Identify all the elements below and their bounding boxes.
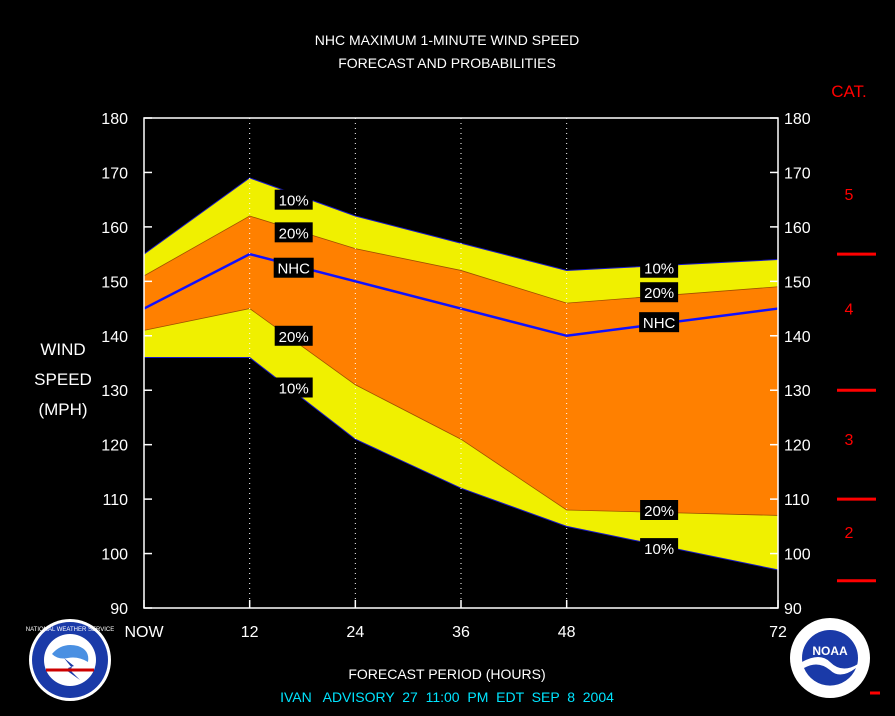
band-label-box [273,257,314,278]
y-tick-label-left: 120 [101,438,128,455]
band-label-box [274,325,313,346]
band-label: 20% [644,285,674,302]
y-axis-label-line2: SPEED [34,370,92,389]
y-tick-label-left: 180 [101,111,128,128]
y-tick-label-right: 170 [784,165,811,182]
band-label-box [640,282,679,303]
band-label: 10% [279,193,309,210]
nws-logo: NATIONAL WEATHER SERVICE [26,619,114,701]
x-tick-label: 48 [558,624,576,641]
x-tick-label: NOW [124,624,164,641]
y-tick-label-right: 150 [784,274,811,291]
y-axis-label-line1: WIND [40,340,85,359]
band-label-box [640,500,679,520]
upper-20-percent-line [143,215,779,304]
band-label: 20% [279,225,309,242]
x-tick-label: 12 [241,624,259,641]
y-tick-label-left: 160 [101,220,128,237]
y-tick-label-right: 100 [784,547,811,564]
band-label-box [274,377,313,398]
band-label: 20% [279,329,309,346]
category-label: 3 [845,432,854,449]
band-label: 10% [644,261,674,278]
x-axis-label: FORECAST PERIOD (HOURS) [348,666,545,682]
band-label-box [640,538,679,559]
band-label-box [274,222,313,243]
band-label: NHC [277,261,310,278]
nws-logo-text: NATIONAL WEATHER SERVICE [26,627,114,633]
y-tick-label-right: 90 [784,601,802,618]
category-label: 2 [845,525,854,542]
y-tick-label-left: 140 [101,329,128,346]
band-label: 20% [644,503,674,520]
y-tick-label-right: 140 [784,329,811,346]
upper-10-percent-line [143,177,779,271]
y-tick-label-right: 180 [784,111,811,128]
y-tick-label-left: 170 [101,165,128,182]
nhc-forecast-line [143,252,779,338]
y-tick-label-right: 110 [784,492,810,509]
y-tick-label-left: 110 [102,492,128,509]
y-tick-label-right: 160 [784,220,811,237]
y-tick-label-left: 100 [101,547,128,564]
band-label: 10% [279,381,309,398]
x-tick-label: 72 [769,624,787,641]
y-tick-label-left: 130 [101,383,128,400]
advisory-line: IVAN ADVISORY 27 11:00 PM EDT SEP 8 2004 [280,689,614,705]
lower-10-percent-line [144,357,779,571]
band-label-box [639,312,680,333]
noaa-logo-text: NOAA [812,644,848,658]
category-label: 4 [845,302,854,319]
lower-20-percent-line [143,308,779,516]
y-axis-label-line3: (MPH) [38,400,87,419]
x-tick-label: 36 [452,624,470,641]
category-header: CAT. [831,82,867,101]
chart-title-line1: NHC MAXIMUM 1-MINUTE WIND SPEED [315,32,579,48]
band-label-box [274,189,313,210]
y-tick-label-left: 90 [110,601,128,618]
noaa-logo: NOAA [790,618,870,698]
band-label-box [640,257,679,278]
band-20-percent [144,216,778,516]
category-label: 5 [845,187,854,204]
chart-title-line2: FORECAST AND PROBABILITIES [338,55,556,71]
x-tick-label: 24 [346,624,364,641]
y-tick-label-left: 150 [101,274,128,291]
y-tick-label-right: 130 [784,383,811,400]
band-label: 10% [644,541,674,558]
band-label: NHC [643,315,676,332]
y-tick-label-right: 120 [784,438,811,455]
